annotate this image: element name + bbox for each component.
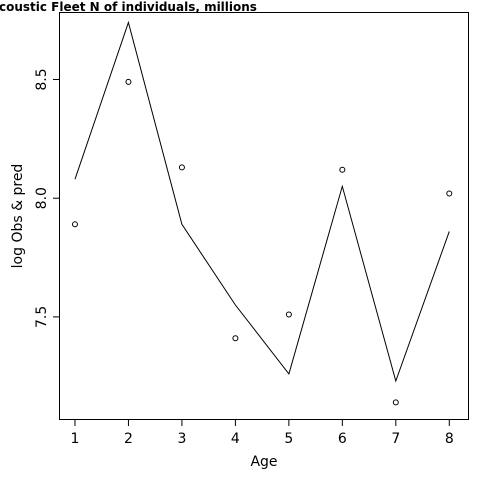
observed-point [232,335,239,342]
x-tick-label: 8 [445,431,454,447]
x-tick-label: 4 [231,431,240,447]
x-tick-label: 5 [284,431,293,447]
y-tick-label: 8.5 [34,68,50,90]
x-tick-label: 6 [338,431,347,447]
y-axis: 7.5 8.0 8.5 [34,68,60,328]
observed-point [392,399,399,406]
x-axis: 1 2 3 4 5 6 7 8 [71,419,454,447]
x-tick-label: 3 [177,431,186,447]
chart-title: coustic Fleet N of individuals, millions [0,0,257,14]
observed-point [125,78,132,85]
observed-point [71,221,78,228]
plot-frame [59,12,469,420]
observed-point [446,190,453,197]
observed-point [339,166,346,173]
x-axis-label: Age [250,454,277,470]
y-tick-label: 7.5 [34,306,50,328]
predicted-line [74,20,450,383]
observed-point [178,164,185,171]
y-axis-label: log Obs & pred [10,164,26,269]
observed-point [285,311,292,318]
series-layer [71,20,453,406]
y-tick-label: 8.0 [34,187,50,209]
x-tick-label: 1 [71,431,80,447]
x-tick-label: 7 [391,431,400,447]
x-tick-label: 2 [124,431,133,447]
